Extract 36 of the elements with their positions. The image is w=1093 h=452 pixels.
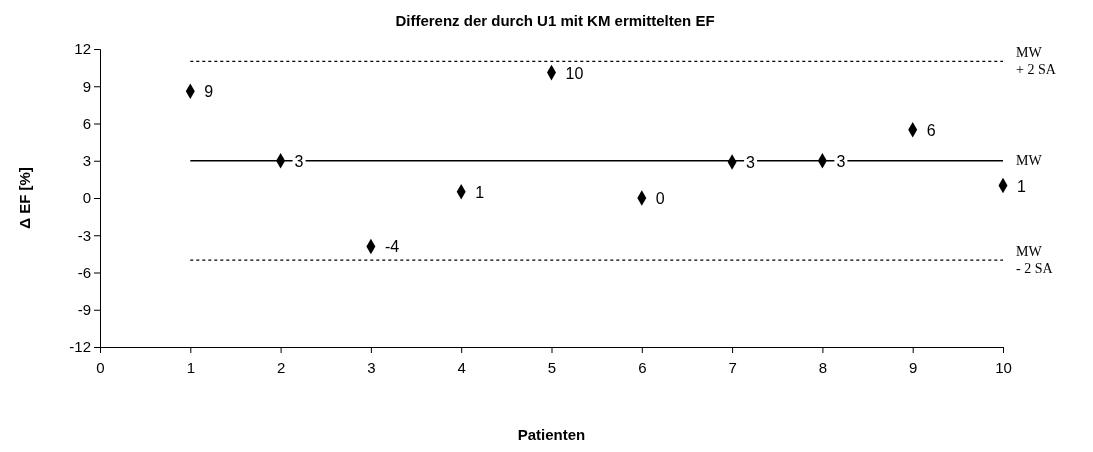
x-axis-title: Patienten (517, 426, 586, 443)
y-tick-label: 12 (74, 40, 91, 58)
x-tick-label: 0 (96, 358, 105, 376)
y-tick-label: 3 (82, 152, 91, 170)
y-tick-label: -9 (77, 301, 91, 319)
ref-line-label: MW (1016, 152, 1043, 168)
data-label: 0 (655, 190, 665, 207)
data-label: 6 (926, 121, 936, 139)
x-tick-label: 3 (367, 358, 376, 376)
x-tick-label: 6 (638, 358, 647, 376)
y-tick-label: 9 (82, 77, 91, 95)
y-tick-label: 0 (82, 189, 91, 207)
x-tick-label: 8 (818, 358, 828, 376)
y-tick-label: -12 (69, 338, 91, 356)
x-tick-label: 7 (728, 358, 737, 376)
data-label: 3 (836, 152, 846, 170)
data-label: 1 (1017, 177, 1026, 195)
x-tick-label: 1 (186, 358, 195, 376)
data-label: 3 (294, 152, 304, 170)
y-tick-label: 6 (82, 114, 91, 132)
y-tick-label: -6 (77, 263, 91, 281)
x-tick-label: 9 (909, 358, 918, 376)
x-tick-label: 10 (995, 358, 1012, 376)
data-label: 3 (746, 153, 756, 171)
chart-title: Differenz der durch U1 mit KM ermittelten EF (395, 12, 715, 29)
data-label: 1 (475, 183, 485, 201)
x-tick-label: 5 (547, 358, 557, 376)
x-tick-label: 4 (457, 358, 466, 376)
x-tick-label: 2 (276, 358, 286, 376)
ref-line-label: MW + 2 SA (1016, 45, 1057, 78)
y-tick-label: -3 (77, 226, 91, 244)
data-label: -4 (384, 238, 400, 256)
y-axis-title: Δ EF [%] (16, 167, 33, 229)
data-label: 9 (204, 83, 214, 101)
data-label: 10 (565, 64, 584, 82)
ref-line-label: MW - 2 SA (1016, 244, 1054, 277)
